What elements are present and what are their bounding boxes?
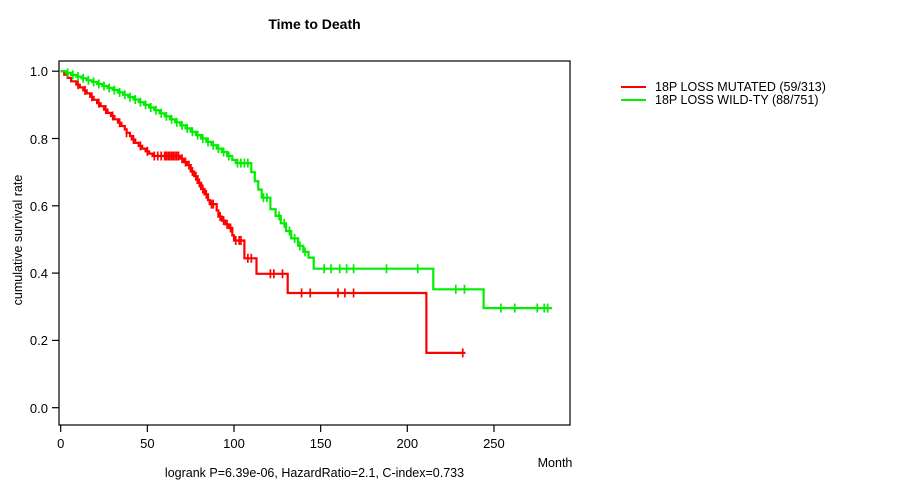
- y-axis-label: cumulative survival rate: [11, 174, 25, 306]
- x-tick-label: 200: [396, 436, 419, 451]
- legend-line-sample-green: [621, 99, 646, 102]
- logrank-annotation: logrank P=6.39e-06, HazardRatio=2.1, C-i…: [164, 466, 465, 480]
- y-tick-label: 0.2: [29, 333, 48, 349]
- x-tick-label: 50: [140, 436, 155, 451]
- x-tick-label: 100: [223, 436, 245, 451]
- x-tick-label: 150: [309, 436, 332, 451]
- legend-label-wildtype: 18P LOSS WILD-TY (88/751): [655, 93, 819, 108]
- chart-title: Time to Death: [268, 16, 361, 32]
- y-tick-label: 0.0: [29, 400, 48, 416]
- x-tick-label: 250: [483, 436, 505, 451]
- x-axis-label: Month: [537, 456, 573, 470]
- legend: 18P LOSS MUTATED (59/313) 18P LOSS WILD-…: [621, 80, 826, 107]
- curve-wildtype: [60, 70, 552, 310]
- legend-label-mutated: 18P LOSS MUTATED (59/313): [655, 79, 826, 94]
- curve-mutated: [60, 70, 466, 354]
- y-tick-label: 1.0: [29, 64, 48, 80]
- legend-line-sample-red: [621, 85, 646, 88]
- y-tick-label: 0.4: [29, 266, 48, 282]
- legend-item-wildtype: 18P LOSS WILD-TY (88/751): [621, 93, 826, 108]
- x-tick-label: 0: [57, 436, 65, 451]
- legend-item-mutated: 18P LOSS MUTATED (59/313): [621, 80, 826, 94]
- plot-frame: [58, 60, 571, 426]
- y-tick-label: 0.8: [29, 131, 48, 147]
- y-tick-label: 0.6: [29, 198, 48, 214]
